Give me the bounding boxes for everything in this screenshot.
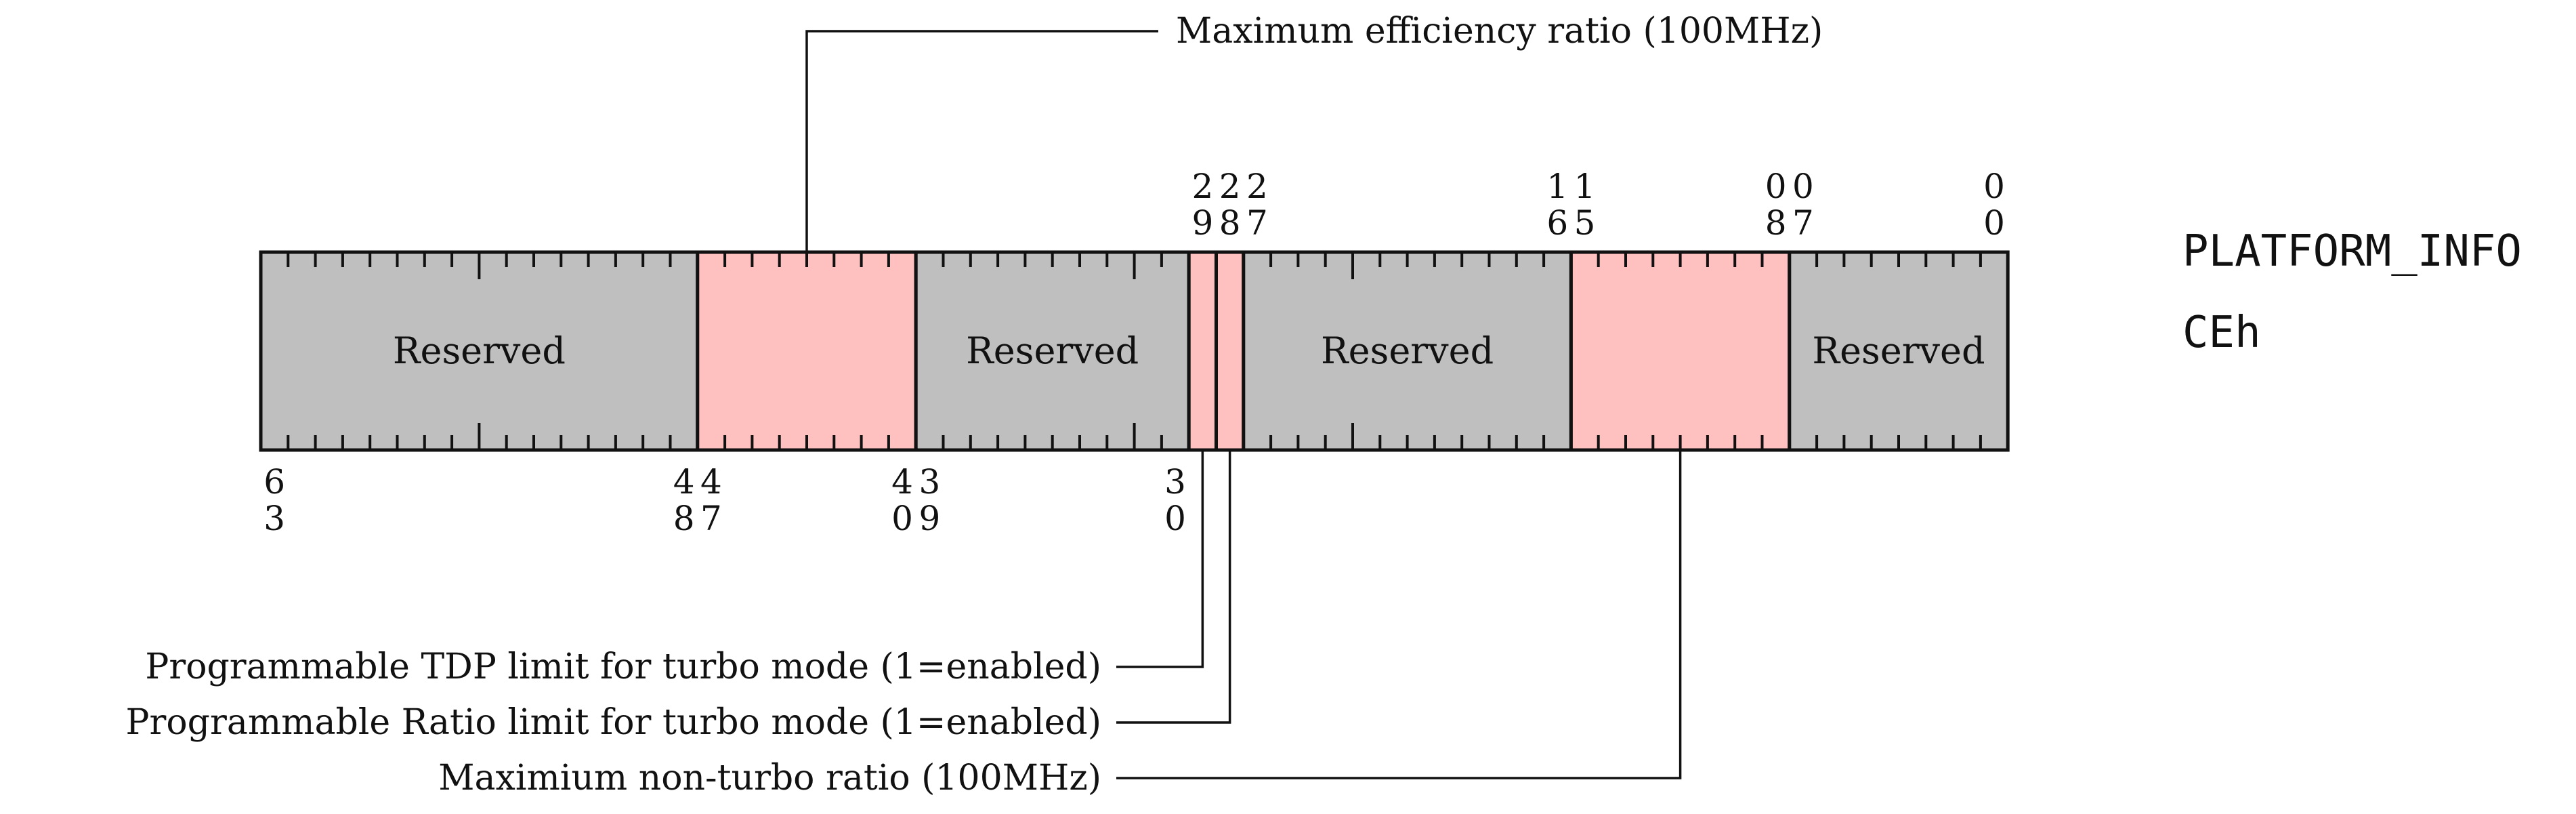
leader-line-max-non-turbo-ratio [1116,450,1682,779]
bit-digit-top-16: 1 [1546,167,1568,206]
field-box-programmable-tdp-limit [1187,250,1218,452]
field-box-max-efficiency-ratio [696,250,918,452]
bit-digit-top-29: 2 [1191,167,1213,206]
field-box-max-non-turbo-ratio [1569,250,1792,452]
field-label-reserved-27-16: Reserved [1321,329,1494,372]
field-label-reserved-7-0: Reserved [1812,329,1985,372]
bit-digit-top-0: 0 [1983,203,2005,243]
bit-digit-bottom-48: 8 [673,499,695,538]
bit-digit-top-28: 2 [1219,167,1241,206]
annotation-max-efficiency-ratio: Maximum efficiency ratio (100MHz) [1176,11,1823,52]
annotation-programmable-ratio-limit: Programmable Ratio limit for turbo mode … [126,702,1101,743]
field-annotations: Maximum efficiency ratio (100MHz) Program… [126,11,1823,798]
bit-digit-bottom-48: 4 [673,462,695,502]
bit-digit-bottom-30: 3 [1164,462,1186,502]
register-name: PLATFORM_INFO [2182,226,2522,277]
bit-digit-top-8: 0 [1765,167,1787,206]
bit-digit-top-28: 8 [1219,203,1241,243]
field-label-reserved-63-48: Reserved [393,329,566,372]
bit-digit-top-15: 1 [1574,167,1596,206]
bit-digit-bottom-39: 3 [919,462,940,502]
leader-line-programmable-tdp-limit [1116,450,1204,668]
bit-digit-bottom-63: 6 [263,462,285,502]
bit-digit-bottom-30: 0 [1164,499,1186,538]
bit-digit-top-27: 7 [1246,203,1268,243]
leader-line-max-efficiency-ratio [805,30,1158,252]
bit-digit-top-16: 6 [1546,203,1568,243]
field-box-reserved-7-0 [1788,250,2010,452]
bit-digit-top-8: 8 [1765,203,1787,243]
bit-digit-top-27: 2 [1246,167,1268,206]
register-fields: Reserved Reserved Reserved Reserved [259,250,2010,452]
bit-digit-bottom-63: 3 [263,499,285,538]
bit-digit-top-0: 0 [1983,167,2005,206]
register-address: CEh [2182,308,2261,358]
leader-line-programmable-ratio-limit [1116,450,1231,724]
field-box-reserved-63-48 [259,250,700,452]
annotation-max-non-turbo-ratio: Maximium non-turbo ratio (100MHz) [438,758,1101,798]
field-box-programmable-ratio-limit [1215,250,1246,452]
bit-digit-bottom-39: 9 [919,499,940,538]
bit-ticks [287,252,1982,450]
bit-digit-top-29: 9 [1191,203,1213,243]
bit-digit-top-7: 7 [1792,203,1814,243]
annotation-programmable-tdp-limit: Programmable TDP limit for turbo mode (1… [145,647,1101,687]
bit-digit-bottom-40: 4 [891,462,913,502]
bit-digit-bottom-40: 0 [891,499,913,538]
bit-digit-bottom-47: 7 [700,499,722,538]
field-box-reserved-39-30 [914,250,1191,452]
bit-digit-top-7: 0 [1792,167,1814,206]
bit-digit-top-15: 5 [1574,203,1596,243]
bit-digit-bottom-47: 4 [700,462,722,502]
field-label-reserved-39-30: Reserved [966,329,1139,372]
